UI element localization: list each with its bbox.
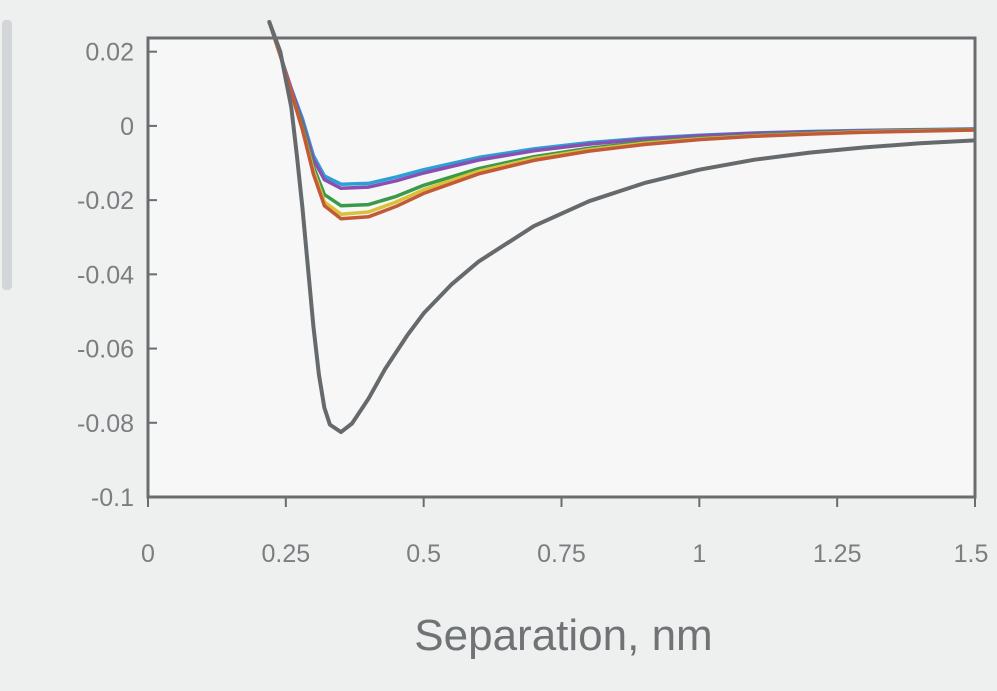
cropped-y-label-shape (2, 20, 12, 290)
y-tick-label: -0.1 (91, 484, 134, 512)
x-axis-title: Separation, nm (414, 611, 712, 660)
x-tick-label: 1 (692, 540, 706, 568)
series-layer (267, 20, 975, 435)
y-axis-label-fragment (2, 20, 12, 290)
plot-area (148, 38, 975, 497)
x-tick-label: 1.25 (813, 540, 862, 568)
labels-layer: 0.020-0.02-0.04-0.06-0.08-0.10 0.25 0.5 0.7… (77, 39, 988, 568)
x-tick-label: 0.75 (537, 540, 586, 568)
x-tick-label: 0 (141, 540, 155, 568)
x-tick-label: 1.5 (954, 540, 989, 568)
x-tick-label: 0.25 (261, 540, 310, 568)
series-line-5 (267, 20, 975, 221)
ticks-layer (147, 50, 976, 507)
series-line-6 (267, 20, 975, 435)
y-tick-label: -0.04 (77, 261, 134, 289)
y-tick-label: -0.06 (77, 336, 134, 364)
y-tick-label: 0 (120, 113, 134, 141)
y-tick-label: -0.02 (77, 187, 134, 215)
x-tick-label: 0.5 (406, 540, 441, 568)
y-tick-label: -0.08 (77, 410, 134, 438)
y-tick-label: 0.02 (85, 39, 134, 67)
